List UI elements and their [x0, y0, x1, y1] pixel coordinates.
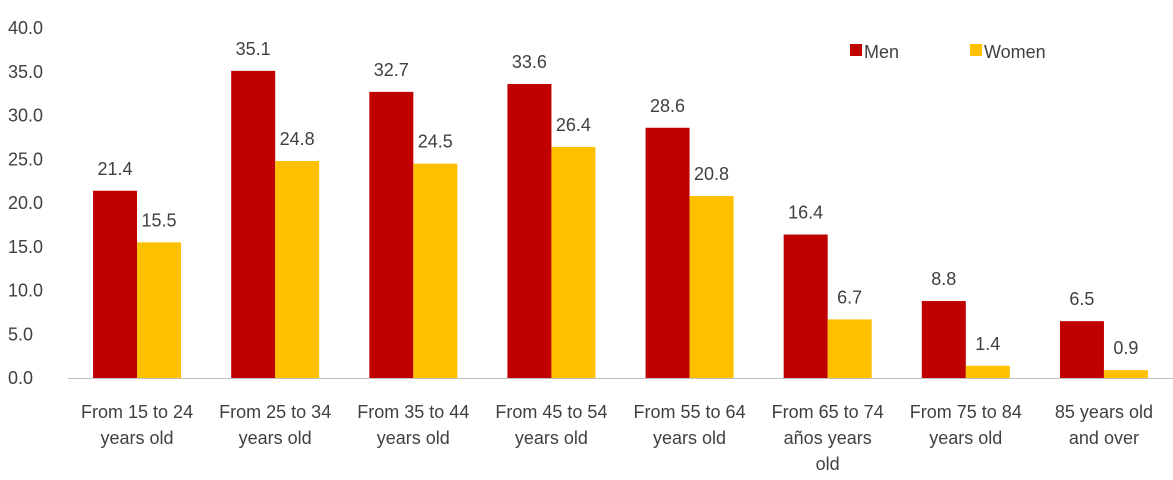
y-tick-label: 20.0 [8, 193, 43, 213]
data-label-men: 35.1 [236, 39, 271, 59]
y-tick-label: 5.0 [8, 324, 33, 344]
x-tick-label: old [816, 454, 840, 474]
data-label-women: 15.5 [142, 210, 177, 230]
y-tick-label: 10.0 [8, 281, 43, 301]
bar-women [137, 242, 182, 378]
data-label-men: 28.6 [650, 96, 685, 116]
x-tick-label: and over [1069, 428, 1139, 448]
data-label-women: 24.8 [280, 129, 315, 149]
x-tick-label: From 15 to 24 [81, 402, 193, 422]
data-label-women: 1.4 [975, 334, 1000, 354]
x-tick-label: years old [653, 428, 726, 448]
y-tick-label: 0.0 [8, 368, 33, 388]
x-tick-label: years old [929, 428, 1002, 448]
x-tick-label: years old [377, 428, 450, 448]
bar-women [965, 365, 1010, 378]
x-tick-label: years old [101, 428, 174, 448]
data-label-women: 0.9 [1113, 338, 1138, 358]
legend-swatch-women [970, 44, 982, 56]
data-label-men: 32.7 [374, 60, 409, 80]
data-label-women: 24.5 [418, 132, 453, 152]
bar-men [783, 234, 828, 378]
legend-swatch-men [850, 44, 862, 56]
legend-label-men: Men [864, 42, 899, 62]
bar-women [1103, 370, 1148, 378]
data-label-men: 8.8 [931, 269, 956, 289]
data-label-women: 26.4 [556, 115, 591, 135]
x-tick-label: From 75 to 84 [910, 402, 1022, 422]
x-tick-label: years old [239, 428, 312, 448]
bar-women [413, 163, 458, 378]
y-tick-label: 30.0 [8, 106, 43, 126]
bar-men [507, 84, 552, 378]
x-tick-label: 85 years old [1055, 402, 1153, 422]
x-tick-label: años years [784, 428, 872, 448]
data-label-women: 20.8 [694, 164, 729, 184]
y-tick-label: 35.0 [8, 62, 43, 82]
data-label-men: 16.4 [788, 203, 823, 223]
y-tick-label: 15.0 [8, 237, 43, 257]
x-tick-label: From 25 to 34 [219, 402, 331, 422]
bar-men [921, 301, 966, 378]
x-tick-label: From 55 to 64 [634, 402, 746, 422]
bar-men [93, 190, 138, 378]
x-tick-label: From 65 to 74 [772, 402, 884, 422]
bar-men [1059, 321, 1104, 378]
bar-women [551, 147, 596, 378]
legend-label-women: Women [984, 42, 1046, 62]
bar-men [231, 70, 276, 378]
data-label-men: 6.5 [1069, 289, 1094, 309]
x-tick-label: From 45 to 54 [495, 402, 607, 422]
bar-women [689, 196, 734, 378]
bar-women [827, 319, 872, 378]
y-tick-label: 25.0 [8, 149, 43, 169]
x-tick-label: years old [515, 428, 588, 448]
bar-men [645, 127, 690, 378]
y-tick-label: 40.0 [8, 18, 43, 38]
bar-women [275, 161, 320, 378]
x-tick-label: From 35 to 44 [357, 402, 469, 422]
bar-men [369, 91, 414, 378]
data-label-men: 33.6 [512, 52, 547, 72]
data-label-men: 21.4 [98, 159, 133, 179]
data-label-women: 6.7 [837, 287, 862, 307]
